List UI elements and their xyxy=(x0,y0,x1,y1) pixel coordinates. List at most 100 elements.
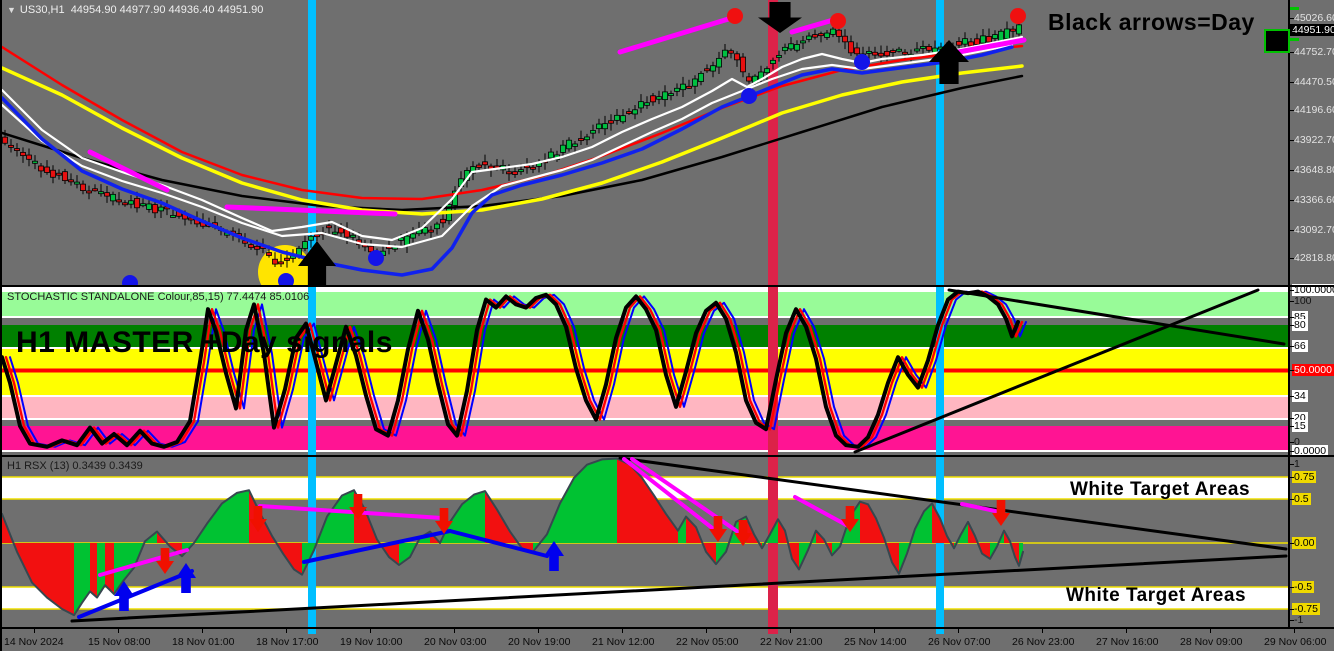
axis-tick xyxy=(1290,30,1294,31)
stochastic-lines xyxy=(2,289,1027,449)
time-tick xyxy=(790,629,791,633)
red-dot-signal[interactable] xyxy=(727,8,743,24)
down-arrow-signal[interactable] xyxy=(758,2,802,33)
panel-divider[interactable] xyxy=(2,285,1334,287)
time-tick xyxy=(538,629,539,633)
axis-tick xyxy=(1290,290,1294,291)
time-tick xyxy=(1210,629,1211,633)
down-arrow-signal[interactable] xyxy=(734,520,752,546)
down-arrow-signal[interactable] xyxy=(249,506,267,532)
time-tick xyxy=(1126,629,1127,633)
rsx-level-label: 0.5 xyxy=(1292,493,1311,505)
price-axis[interactable]: 45026.60 44752.70 44470.50 44196.60 43922.70… xyxy=(1288,0,1334,627)
down-arrow-signal[interactable] xyxy=(349,494,367,520)
session-line-tick xyxy=(936,629,944,634)
session-line-tick xyxy=(768,629,778,634)
red-dot-signal[interactable] xyxy=(1010,8,1026,24)
up-arrow-signal[interactable] xyxy=(544,541,564,571)
axis-tick xyxy=(1290,110,1294,111)
axis-tick xyxy=(1290,442,1294,443)
time-tick xyxy=(874,629,875,633)
vertical-session-lines[interactable] xyxy=(308,0,944,285)
bid-line-marker xyxy=(1290,38,1299,41)
white-target-area-label-bottom: White Target Areas xyxy=(1065,585,1247,606)
down-arrow-signal[interactable] xyxy=(841,506,859,532)
signal-dots xyxy=(122,8,1026,285)
price-label: 43092.70 xyxy=(1294,224,1334,236)
down-arrow-signal[interactable] xyxy=(435,508,453,534)
time-label: 14 Nov 2024 xyxy=(4,636,64,648)
rsx-level-label: 0.75 xyxy=(1292,471,1317,483)
time-label: 22 Nov 05:00 xyxy=(676,636,739,648)
down-arrow-signal[interactable] xyxy=(156,548,174,574)
time-axis[interactable]: 14 Nov 2024 15 Nov 08:00 18 Nov 01:00 18 No… xyxy=(2,629,1334,651)
blue-dot-signal[interactable] xyxy=(122,275,138,285)
axis-tick xyxy=(1290,170,1294,171)
magenta-signal-line xyxy=(87,14,1027,217)
axis-tick xyxy=(1290,396,1294,397)
axis-tick xyxy=(1290,82,1294,83)
axis-tick xyxy=(1290,620,1294,621)
price-label: 43922.70 xyxy=(1294,134,1334,146)
price-label: 43648.80 xyxy=(1294,164,1334,176)
time-label: 29 Nov 06:00 xyxy=(1264,636,1327,648)
rsx-level-label: 0.00 xyxy=(1292,537,1317,549)
up-arrow-signal[interactable] xyxy=(176,563,196,593)
blue-dot-signal[interactable] xyxy=(854,54,870,70)
main-chart-header: ▼ US30,H1 44954.90 44977.90 44936.40 4495… xyxy=(7,4,263,16)
main-chart-canvas[interactable] xyxy=(2,0,1288,285)
rsx-level-label: -0.75 xyxy=(1292,603,1320,615)
axis-tick xyxy=(1290,258,1294,259)
axis-tick xyxy=(1290,18,1294,19)
down-arrow-signal[interactable] xyxy=(992,500,1010,526)
axis-tick xyxy=(1290,200,1294,201)
time-tick xyxy=(454,629,455,633)
rsx-header: H1 RSX (13) 0.3439 0.3439 xyxy=(7,460,143,472)
time-label: 25 Nov 14:00 xyxy=(844,636,907,648)
rsx-canvas[interactable] xyxy=(2,457,1288,627)
time-tick xyxy=(202,629,203,633)
trendlines[interactable] xyxy=(70,457,1288,623)
time-tick xyxy=(958,629,959,633)
axis-tick xyxy=(1290,301,1294,302)
h1-master-label: H1 MASTER +Day signals xyxy=(16,326,393,359)
axis-tick xyxy=(1290,451,1294,452)
symbol-period-label: US30,H1 xyxy=(19,4,65,16)
vertical-session-lines[interactable] xyxy=(308,287,944,455)
up-arrow-signal[interactable] xyxy=(929,40,969,84)
current-price-label: 44951.90 xyxy=(1290,24,1334,36)
panel-divider[interactable] xyxy=(2,455,1334,457)
session-line-tick xyxy=(308,629,316,634)
stochastic-level-label: 0 xyxy=(1294,436,1300,448)
blue-trendlines[interactable] xyxy=(77,529,549,619)
rsx-level-label: -1 xyxy=(1294,614,1304,626)
axis-tick xyxy=(1290,370,1294,371)
ohlc-values: 44954.90 44977.90 44936.40 44951.90 xyxy=(70,4,264,16)
price-label: 44752.70 xyxy=(1294,46,1334,58)
up-arrow-signal[interactable] xyxy=(114,581,134,611)
rsx-arrows xyxy=(114,494,1010,611)
trendlines[interactable] xyxy=(853,288,1286,454)
day-arrows xyxy=(298,2,969,285)
rsx-level-label: -0.5 xyxy=(1292,581,1315,593)
red-dot-signal[interactable] xyxy=(830,13,846,29)
time-label: 15 Nov 08:00 xyxy=(88,636,151,648)
axis-tick xyxy=(1290,325,1294,326)
down-arrow-signal[interactable] xyxy=(709,516,727,542)
blue-dot-signal[interactable] xyxy=(368,250,384,266)
stochastic-canvas[interactable] xyxy=(2,287,1288,455)
magenta-trendlines[interactable] xyxy=(98,457,1002,577)
symbol-dropdown-icon[interactable]: ▼ xyxy=(7,5,16,15)
time-tick xyxy=(370,629,371,633)
up-arrow-signal[interactable] xyxy=(298,241,336,285)
blue-dot-signal[interactable] xyxy=(741,88,757,104)
axis-tick xyxy=(1290,140,1294,141)
ask-line-marker xyxy=(1290,7,1299,10)
blue-dot-signal[interactable] xyxy=(278,273,294,285)
axis-tick xyxy=(1290,609,1294,610)
stochastic-level-label: 80 xyxy=(1292,319,1308,331)
time-tick xyxy=(1042,629,1043,633)
time-label: 22 Nov 21:00 xyxy=(760,636,823,648)
price-label: 44196.60 xyxy=(1294,104,1334,116)
